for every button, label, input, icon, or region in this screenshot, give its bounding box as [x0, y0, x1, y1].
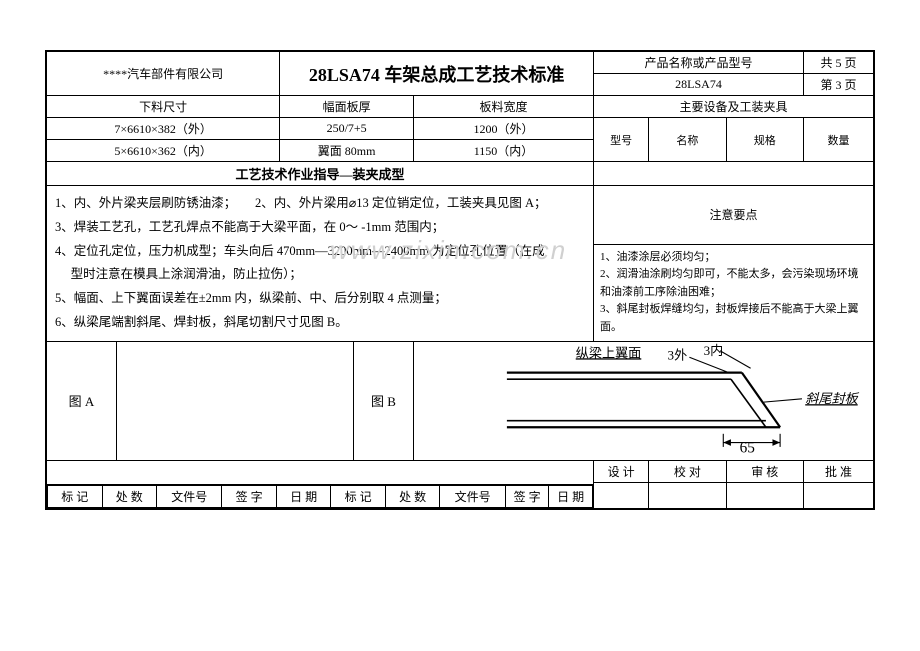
prod-code: 28LSA74 [594, 74, 804, 96]
ftr-approve: 批 准 [804, 461, 874, 483]
rev-qty2: 处 数 [385, 486, 440, 508]
instr-line: 型时注意在模具上涂润滑油，防止拉伤）； [55, 263, 585, 287]
company-cell: ****汽车部件有限公司 [47, 52, 280, 96]
figA-label: 图 A [47, 341, 117, 461]
ftr-check-val [649, 483, 726, 509]
figB-dim-bottom: 65 [740, 439, 756, 456]
figB-svg: 纵梁上翼面 3外 3内 斜尾封板 [414, 342, 873, 457]
hdr-width: 板料宽度 [414, 96, 594, 118]
instr-line: 1、内、外片梁夹层刷防锈油漆； 2、内、外片梁用⌀13 定位销定位，工装夹具见图… [55, 192, 585, 216]
rev-file: 文件号 [157, 486, 222, 508]
rev-sign2: 签 字 [505, 486, 549, 508]
instr-line: 4、定位孔定位，压力机成型；车头向后 470mm—3200mm—2400mm 为… [55, 240, 585, 264]
prod-label: 产品名称或产品型号 [594, 52, 804, 74]
pages-total: 共 5 页 [804, 52, 874, 74]
thick-2: 翼面 80mm [280, 140, 414, 162]
figB-label: 图 B [354, 341, 414, 461]
ftr-design: 设 计 [594, 461, 649, 483]
size-inner: 5×6610×362（内） [47, 140, 280, 162]
rev-file2: 文件号 [440, 486, 505, 508]
rev-qty: 处 数 [102, 486, 157, 508]
hdr-size: 下料尺寸 [47, 96, 280, 118]
instr-line: 5、幅面、上下翼面误差在±2mm 内，纵梁前、中、后分别取 4 点测量； [55, 287, 585, 311]
figB-right-label: 斜尾封板 [805, 391, 859, 406]
ftr-approve-val [804, 483, 874, 509]
doc-title: 28LSA74 车架总成工艺技术标准 [280, 52, 594, 96]
hdr-thick: 幅面板厚 [280, 96, 414, 118]
rev-mark2: 标 记 [331, 486, 386, 508]
ftr-review: 审 核 [726, 461, 803, 483]
note-line: 1、油漆涂层必须均匀； [600, 249, 867, 267]
notes-cell: 1、油漆涂层必须均匀； 2、润滑油涂刷均匀即可，不能太多，会污染现场环境和油漆前… [594, 244, 874, 341]
equip-title: 主要设备及工装夹具 [594, 96, 874, 118]
header-table: ****汽车部件有限公司 28LSA74 车架总成工艺技术标准 产品名称或产品型… [46, 51, 874, 509]
ftr-check: 校 对 [649, 461, 726, 483]
rev-date2: 日 期 [549, 486, 593, 508]
eq-h2: 名称 [649, 118, 726, 162]
rev-date: 日 期 [276, 486, 331, 508]
revision-row: 标 记 处 数 文件号 签 字 日 期 标 记 处 数 文件号 签 字 日 期 [47, 485, 594, 509]
ftr-review-val [726, 483, 803, 509]
eq-h1: 型号 [594, 118, 649, 162]
eq-h3: 规格 [726, 118, 803, 162]
instr-line: 6、纵梁尾端割斜尾、焊封板，斜尾切割尺寸见图 B。 [55, 311, 585, 335]
note-line: 3、斜尾封板焊缝均匀，封板焊接后不能高于大梁上翼面。 [600, 301, 867, 336]
process-sheet: ****汽车部件有限公司 28LSA74 车架总成工艺技术标准 产品名称或产品型… [45, 50, 875, 510]
width-inner: 1150（内） [414, 140, 594, 162]
section-title: 工艺技术作业指导—装夹成型 [47, 162, 594, 186]
figA-area [117, 341, 354, 461]
thick-1: 250/7+5 [280, 118, 414, 140]
eq-h4: 数量 [804, 118, 874, 162]
ftr-design-val [594, 483, 649, 509]
figB-top-label: 纵梁上翼面 [576, 345, 642, 360]
rev-sign: 签 字 [222, 486, 277, 508]
width-outer: 1200（外） [414, 118, 594, 140]
instructions-cell: 1、内、外片梁夹层刷防锈油漆； 2、内、外片梁用⌀13 定位销定位，工装夹具见图… [47, 186, 594, 342]
equip-blank [594, 162, 874, 186]
rev-mark: 标 记 [48, 486, 103, 508]
size-outer: 7×6610×382（外） [47, 118, 280, 140]
figB-dim-tl: 3外 [668, 347, 688, 362]
page-current: 第 3 页 [804, 74, 874, 96]
footer-left-blank1 [47, 461, 594, 485]
figB-area: 纵梁上翼面 3外 3内 斜尾封板 [414, 341, 874, 461]
note-line: 2、润滑油涂刷均匀即可，不能太多，会污染现场环境和油漆前工序除油困难； [600, 266, 867, 301]
instr-line: 3、焊装工艺孔，工艺孔焊点不能高于大梁平面，在 0～ -1mm 范围内； [55, 216, 585, 240]
notes-title: 注意要点 [594, 186, 874, 245]
